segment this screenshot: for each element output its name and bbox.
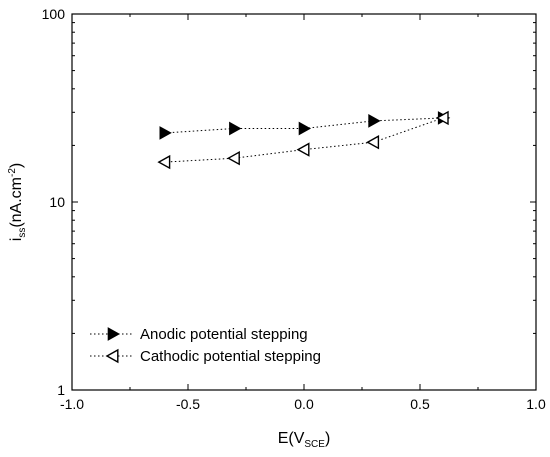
series-line bbox=[164, 117, 444, 163]
x-tick-label: -1.0 bbox=[60, 396, 84, 412]
x-axis-title-tail: ) bbox=[325, 430, 330, 447]
x-axis-title: E(VSCE) bbox=[278, 430, 331, 450]
y-axis-title-sub: ss bbox=[17, 228, 28, 238]
legend-label: Cathodic potential stepping bbox=[140, 348, 321, 365]
series-anodic bbox=[159, 111, 451, 140]
data-point bbox=[159, 126, 172, 140]
x-tick-label: 0.0 bbox=[294, 396, 314, 412]
legend: Anodic potential stepping Cathodic potent… bbox=[90, 326, 321, 365]
x-tick-label: 0.5 bbox=[410, 396, 430, 412]
legend-marker bbox=[105, 348, 119, 364]
data-point bbox=[298, 121, 312, 136]
x-tick-label: -0.5 bbox=[176, 396, 200, 412]
series-cathodic bbox=[157, 110, 449, 170]
data-point bbox=[296, 142, 310, 157]
ticks-group: -1.0 -0.5 0.0 0.5 1.0 1 10 100 bbox=[42, 6, 546, 412]
data-point bbox=[229, 121, 242, 136]
data-point bbox=[157, 154, 171, 170]
y-tick-label: 1 bbox=[57, 382, 65, 398]
y-axis-title-mid: (nA.cm bbox=[8, 177, 25, 228]
x-tick-label: 1.0 bbox=[526, 396, 546, 412]
legend-marker bbox=[107, 327, 121, 341]
x-axis-title-sub: SCE bbox=[304, 439, 325, 450]
legend-label: Anodic potential stepping bbox=[140, 326, 308, 343]
data-point bbox=[226, 151, 240, 166]
data-point bbox=[366, 135, 380, 150]
y-axis-title-main: i bbox=[8, 238, 25, 242]
y-tick-label: 10 bbox=[49, 194, 65, 210]
y-axis-title-tail: ) bbox=[8, 163, 25, 168]
series-line bbox=[164, 117, 444, 134]
data-point bbox=[368, 114, 381, 128]
y-axis-title: iss(nA.cm-2) bbox=[7, 163, 28, 241]
x-axis-title-main: E(V bbox=[278, 430, 305, 447]
data-point bbox=[435, 110, 449, 126]
y-tick-label: 100 bbox=[42, 6, 66, 22]
series-group bbox=[157, 110, 451, 170]
y-axis-title-sup: -2 bbox=[7, 168, 18, 177]
